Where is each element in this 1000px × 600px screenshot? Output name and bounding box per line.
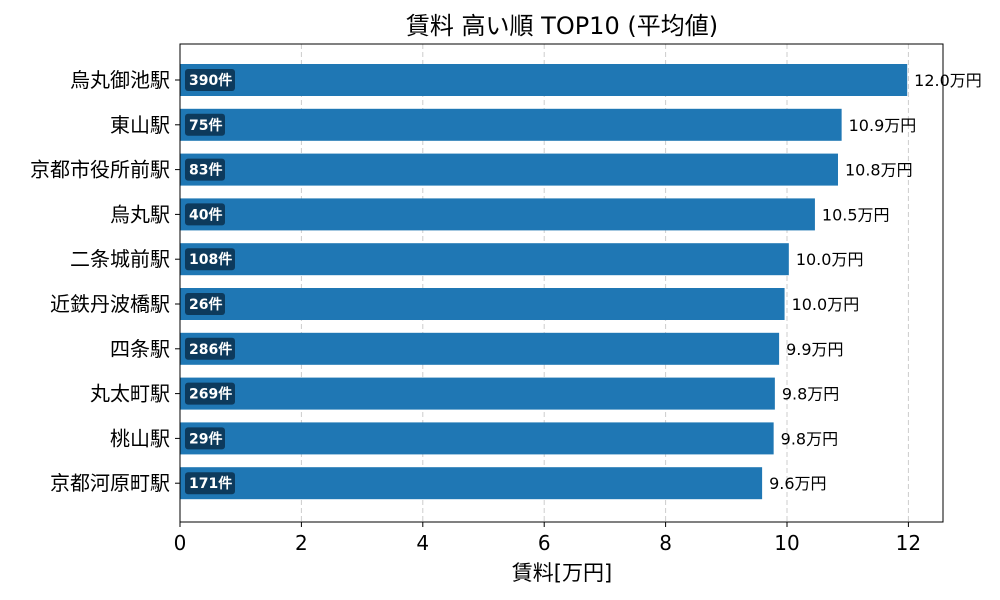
count-label: 75件 [189,117,222,134]
x-tick-label: 0 [174,531,187,555]
plot-frame [179,43,944,523]
count-label: 29件 [189,430,222,447]
value-label: 9.6万円 [769,474,826,493]
count-label: 26件 [189,296,222,313]
count-label: 40件 [189,206,222,223]
bar [180,467,763,500]
category-label: 京都河原町駅 [50,471,170,495]
bar [180,332,780,365]
value-label: 10.9万円 [849,116,917,135]
count-badge [185,337,235,360]
value-label: 9.8万円 [781,429,838,448]
count-badge [185,113,225,136]
count-badge [185,158,225,181]
count-badge [185,472,235,495]
count-label: 83件 [189,162,222,179]
category-label: 二条城前駅 [70,247,170,271]
count-label: 108件 [189,251,232,268]
value-label: 12.0万円 [914,71,982,90]
count-badge [185,382,235,405]
category-label: 京都市役所前駅 [30,158,170,182]
bar [180,422,774,455]
count-badge [185,427,225,450]
value-label: 9.9万円 [786,340,843,359]
count-label: 286件 [189,341,232,358]
bar [180,377,775,410]
count-label: 171件 [189,475,232,492]
count-label: 390件 [189,72,232,89]
category-label: 東山駅 [110,113,170,137]
bar [180,108,842,141]
bar [180,288,785,320]
category-label: 桃山駅 [110,426,170,450]
category-label: 烏丸駅 [110,202,170,226]
x-tick-label: 12 [896,531,921,555]
category-label: 近鉄丹波橋駅 [50,292,170,316]
value-label: 9.8万円 [782,385,839,404]
bar [180,243,789,276]
x-axis-label: 賃料[万円] [512,561,612,585]
category-label: 烏丸御池駅 [70,68,170,92]
count-badge [185,203,225,226]
value-label: 10.5万円 [822,205,890,224]
x-tick-label: 10 [774,531,799,555]
bar [180,64,908,96]
count-badge [185,248,235,271]
x-tick-label: 2 [295,531,308,555]
count-badge [185,293,225,315]
value-label: 10.0万円 [796,250,864,269]
category-label: 四条駅 [110,337,170,361]
x-tick-label: 4 [416,531,429,555]
x-tick-label: 6 [538,531,551,555]
x-tick-label: 8 [659,531,672,555]
count-label: 269件 [189,386,232,403]
bar [180,198,815,231]
category-label: 丸太町駅 [90,382,170,406]
value-label: 10.8万円 [845,161,913,180]
count-badge [185,69,235,91]
bar [180,153,838,186]
chart-title: 賃料 高い順 TOP10 (平均値) [406,12,718,40]
axes: 0 2 4 6 8 10 12 [174,43,944,555]
value-label: 10.0万円 [792,295,860,314]
